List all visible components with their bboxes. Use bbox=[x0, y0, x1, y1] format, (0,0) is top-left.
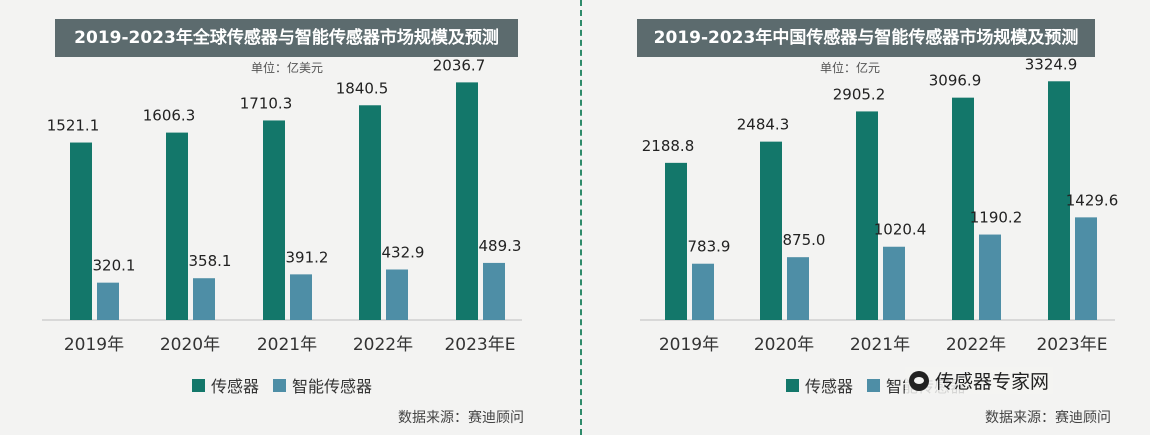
data-label: 3324.9 bbox=[1025, 55, 1078, 73]
x-tick-label: 2020年 bbox=[754, 335, 814, 355]
x-tick-label: 2023年E bbox=[1036, 335, 1107, 355]
bar-sensor bbox=[456, 82, 478, 320]
x-tick-label: 2022年 bbox=[946, 335, 1006, 355]
chart-title: 2019-2023年全球传感器与智能传感器市场规模及预测 bbox=[55, 19, 518, 57]
unit-label: 单位：亿元 bbox=[819, 61, 880, 75]
china-chart-panel: 2019-2023年中国传感器与智能传感器市场规模及预测 单位：亿元 2188.… bbox=[575, 0, 1150, 435]
watermark: 传感器专家网 bbox=[905, 367, 1054, 394]
data-label: 783.9 bbox=[688, 238, 731, 256]
legend-swatch-smart bbox=[273, 378, 287, 392]
data-label: 489.3 bbox=[479, 237, 522, 255]
data-label: 1606.3 bbox=[143, 107, 196, 125]
x-tick-label: 2022年 bbox=[353, 335, 413, 355]
panel-divider bbox=[580, 0, 582, 435]
x-tick-label: 2021年 bbox=[257, 335, 317, 355]
bar-smart bbox=[979, 234, 1001, 320]
x-tick-label: 2021年 bbox=[850, 335, 910, 355]
bar-smart bbox=[193, 278, 215, 320]
bar-sensor bbox=[760, 141, 782, 320]
bar-smart bbox=[1075, 217, 1097, 320]
data-label: 875.0 bbox=[783, 231, 826, 249]
x-tick-label: 2019年 bbox=[64, 335, 124, 355]
global-chart-panel: 2019-2023年全球传感器与智能传感器市场规模及预测 单位：亿美元 1521… bbox=[42, 19, 524, 426]
bar-sensor bbox=[166, 132, 188, 320]
data-label: 1190.2 bbox=[970, 209, 1023, 227]
data-label: 1020.4 bbox=[874, 221, 927, 239]
bar-smart bbox=[692, 263, 714, 320]
bar-smart bbox=[290, 274, 312, 320]
bar-smart bbox=[97, 282, 119, 320]
legend-label-sensor: 传感器 bbox=[211, 377, 260, 396]
bar-smart bbox=[883, 246, 905, 320]
data-label: 320.1 bbox=[93, 257, 136, 275]
legend-label-smart: 智能传感器 bbox=[292, 377, 373, 396]
data-label: 2905.2 bbox=[833, 85, 886, 103]
data-label: 3096.9 bbox=[929, 72, 982, 90]
watermark-text: 传感器专家网 bbox=[935, 371, 1050, 393]
data-label: 2188.8 bbox=[642, 137, 695, 155]
legend-item-smart: 智能传感器 bbox=[273, 373, 372, 397]
data-label: 432.9 bbox=[382, 243, 425, 261]
chart-title: 2019-2023年中国传感器与智能传感器市场规模及预测 bbox=[637, 19, 1095, 57]
x-tick-label: 2023年E bbox=[444, 335, 515, 355]
legend-swatch-smart bbox=[867, 378, 881, 392]
bar-smart bbox=[386, 269, 408, 320]
unit-label: 单位：亿美元 bbox=[250, 61, 323, 75]
wechat-icon bbox=[909, 370, 929, 391]
source-note: 数据来源：赛迪顾问 bbox=[985, 410, 1111, 426]
bar-smart bbox=[787, 257, 809, 320]
data-label: 1521.1 bbox=[47, 117, 100, 135]
bar-sensor bbox=[952, 97, 974, 320]
data-label: 358.1 bbox=[189, 252, 232, 270]
legend-swatch-sensor bbox=[786, 378, 799, 392]
bar-sensor bbox=[263, 120, 285, 320]
legend-item-sensor: 传感器 bbox=[786, 373, 853, 397]
legend: 传感器 智能传感器 bbox=[192, 373, 386, 397]
bar-sensor bbox=[70, 142, 92, 320]
data-label: 1429.6 bbox=[1066, 191, 1119, 209]
legend-item-sensor: 传感器 bbox=[192, 373, 259, 397]
bar-sensor bbox=[856, 111, 878, 320]
bar-sensor bbox=[359, 105, 381, 321]
legend-label-sensor: 传感器 bbox=[805, 377, 854, 396]
data-label: 1710.3 bbox=[240, 94, 293, 112]
global-bar-chart: 1521.1 320.1 2019年 1606.3 358.1 2020年 1710.3 39… bbox=[42, 56, 522, 355]
data-label: 2484.3 bbox=[737, 116, 790, 134]
x-tick-label: 2020年 bbox=[160, 335, 220, 355]
data-label: 2036.7 bbox=[433, 56, 486, 74]
bar-sensor bbox=[1048, 81, 1070, 320]
source-note: 数据来源：赛迪顾问 bbox=[398, 410, 524, 426]
legend-swatch-sensor bbox=[192, 378, 205, 392]
data-label: 391.2 bbox=[286, 248, 329, 266]
bar-smart bbox=[483, 262, 505, 320]
china-bar-chart: 2188.8 783.9 2019年 2484.3 875.0 2020年 2905.2 10… bbox=[640, 55, 1119, 355]
data-label: 1840.5 bbox=[336, 79, 389, 97]
bar-sensor bbox=[665, 162, 687, 320]
x-tick-label: 2019年 bbox=[659, 335, 719, 355]
